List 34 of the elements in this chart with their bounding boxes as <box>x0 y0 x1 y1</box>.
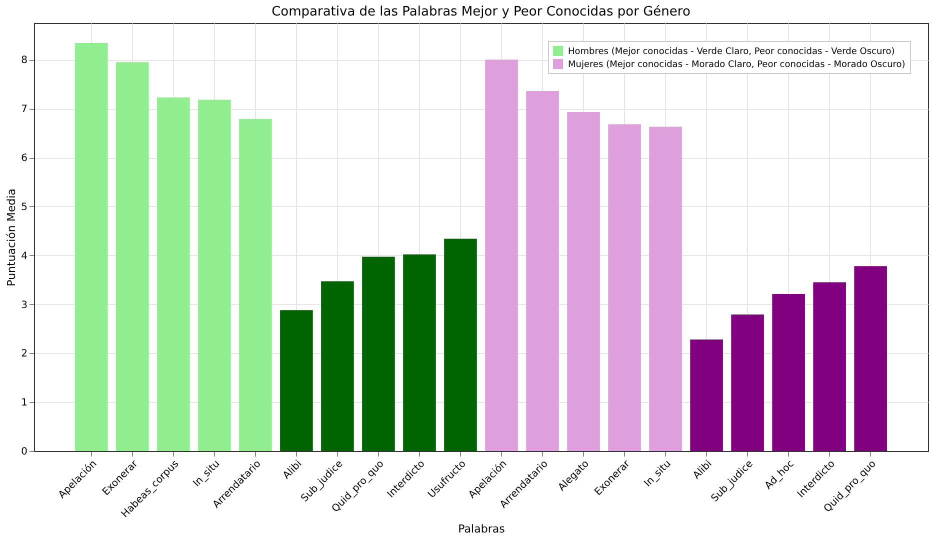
bar <box>198 100 231 451</box>
x-axis-title: Palabras <box>458 522 506 536</box>
y-tick-label: 5 <box>21 202 28 213</box>
y-tick-label: 4 <box>21 250 28 262</box>
bar <box>444 238 477 451</box>
bar <box>772 294 805 451</box>
legend-label: Mujeres (Mejor conocidas - Morado Claro, Peor conocidas - Morado Oscuro) <box>568 60 906 70</box>
bar <box>239 118 272 451</box>
bar <box>485 60 518 451</box>
chart-title: Comparativa de las Palabras Mejor y Peor Conocidas por Género <box>272 4 690 20</box>
y-tick-label: 8 <box>21 55 28 66</box>
bar <box>567 112 600 451</box>
bar <box>690 339 723 451</box>
legend-label: Hombres (Mejor conocidas - Verde Claro, Peor conocidas - Verde Oscuro) <box>568 47 895 57</box>
bar <box>731 314 764 451</box>
bar <box>321 281 354 451</box>
y-tick-label: 2 <box>21 348 28 360</box>
bar <box>280 310 313 451</box>
y-tick-label: 1 <box>21 398 28 409</box>
bar <box>157 97 190 451</box>
y-axis-title: Puntuación Media <box>5 188 18 286</box>
bar <box>116 62 149 451</box>
bar <box>608 124 641 451</box>
y-tick-label: 0 <box>21 446 28 458</box>
y-tick-label: 6 <box>21 153 28 164</box>
bar <box>813 282 846 451</box>
bar <box>362 256 395 451</box>
bar <box>649 126 682 451</box>
y-tick-label: 3 <box>21 300 28 311</box>
bar <box>403 254 436 451</box>
bar <box>75 43 108 451</box>
y-tick-label: 7 <box>21 104 28 116</box>
bar <box>854 266 887 451</box>
bar <box>526 90 559 451</box>
